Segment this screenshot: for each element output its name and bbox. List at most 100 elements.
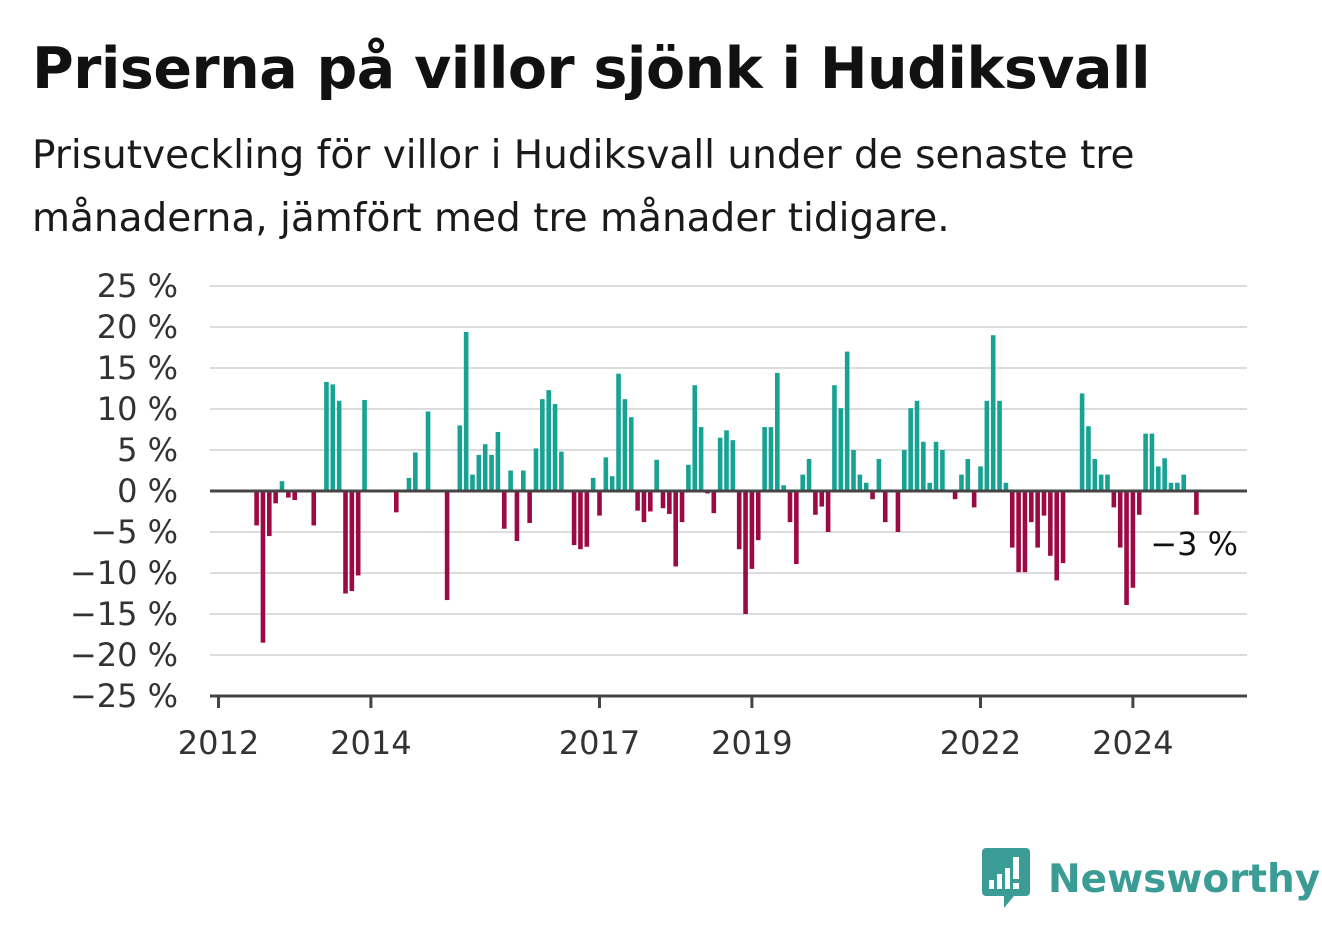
bar-chart: 25 %20 %15 %10 %5 %0 %−5 %−10 %−15 %−20 … bbox=[70, 267, 1247, 762]
bar bbox=[425, 411, 431, 491]
last-value-label: −3 % bbox=[1150, 525, 1238, 563]
x-tick-label: 2014 bbox=[330, 724, 411, 762]
bar bbox=[863, 482, 869, 491]
bar bbox=[743, 491, 748, 614]
bar bbox=[1162, 458, 1167, 491]
bar bbox=[882, 491, 888, 523]
bar bbox=[1156, 466, 1161, 491]
bar bbox=[1194, 491, 1199, 515]
bar bbox=[1130, 491, 1136, 588]
bar bbox=[908, 408, 913, 491]
bar bbox=[1009, 491, 1015, 548]
y-tick-label: 20 % bbox=[97, 308, 178, 346]
bar bbox=[546, 390, 551, 491]
bar bbox=[1060, 491, 1066, 564]
bar bbox=[876, 459, 882, 491]
y-tick-label: −10 % bbox=[70, 554, 178, 592]
bar bbox=[724, 430, 729, 491]
y-tick-label: −20 % bbox=[70, 636, 178, 674]
bar bbox=[571, 491, 577, 546]
bar bbox=[533, 448, 539, 491]
bar bbox=[971, 491, 977, 508]
bar bbox=[273, 491, 278, 504]
y-tick-label: −25 % bbox=[70, 677, 178, 715]
bar bbox=[940, 450, 945, 491]
bar bbox=[1041, 491, 1047, 516]
bar bbox=[362, 399, 367, 491]
bar bbox=[641, 491, 647, 523]
bar bbox=[1117, 491, 1123, 548]
bar bbox=[311, 491, 317, 526]
bar bbox=[597, 491, 602, 516]
bar bbox=[851, 450, 856, 491]
y-tick-label: −15 % bbox=[70, 595, 178, 633]
bar bbox=[413, 452, 418, 491]
y-tick-label: 10 % bbox=[97, 390, 178, 428]
bar bbox=[324, 381, 329, 491]
x-tick-label: 2017 bbox=[559, 724, 640, 762]
bar bbox=[476, 454, 482, 491]
bar bbox=[330, 384, 336, 491]
bar bbox=[457, 425, 463, 491]
bar bbox=[692, 385, 698, 491]
bar bbox=[489, 454, 494, 491]
axes bbox=[210, 489, 1247, 708]
bar bbox=[1054, 491, 1059, 581]
bar bbox=[267, 491, 272, 537]
bar bbox=[781, 485, 786, 491]
bar bbox=[717, 437, 723, 491]
bar bbox=[286, 491, 291, 498]
bar bbox=[997, 400, 1002, 491]
bar bbox=[825, 491, 831, 532]
bar bbox=[902, 450, 907, 491]
bar bbox=[635, 491, 640, 511]
chart-title: Priserna på villor sjönk i Hudiksvall bbox=[32, 36, 1151, 102]
bar bbox=[444, 491, 450, 601]
bar bbox=[609, 476, 615, 491]
bar bbox=[508, 470, 513, 491]
bar bbox=[1181, 474, 1186, 491]
bar bbox=[355, 491, 361, 576]
bar bbox=[667, 491, 672, 514]
bar bbox=[648, 491, 653, 512]
bar bbox=[762, 427, 767, 491]
bar bbox=[965, 459, 971, 491]
bar bbox=[775, 372, 780, 491]
bar bbox=[514, 491, 520, 542]
bar bbox=[959, 474, 964, 491]
bar bbox=[857, 474, 863, 491]
bar bbox=[260, 491, 266, 643]
bar bbox=[1035, 491, 1040, 548]
bar bbox=[336, 400, 342, 491]
tick-labels: 25 %20 %15 %10 %5 %0 %−5 %−10 %−15 %−20 … bbox=[70, 267, 1238, 762]
bar bbox=[736, 491, 742, 550]
bar bbox=[800, 474, 805, 491]
bar bbox=[603, 457, 609, 491]
bar bbox=[673, 491, 678, 567]
bar bbox=[990, 335, 996, 491]
bar bbox=[806, 459, 812, 491]
bar bbox=[1143, 433, 1148, 491]
bar bbox=[1092, 459, 1098, 491]
bar bbox=[292, 491, 297, 501]
bar bbox=[1168, 482, 1174, 491]
bar bbox=[730, 440, 736, 491]
bar bbox=[1022, 491, 1028, 573]
bar bbox=[768, 427, 774, 491]
bar bbox=[952, 491, 958, 500]
bar bbox=[813, 491, 818, 515]
bar bbox=[844, 351, 850, 491]
bar bbox=[394, 491, 399, 513]
bar bbox=[1124, 491, 1129, 605]
bar bbox=[495, 431, 501, 491]
bar bbox=[279, 481, 285, 491]
bar bbox=[711, 491, 717, 514]
bar bbox=[927, 482, 932, 491]
y-tick-label: 0 % bbox=[117, 472, 178, 510]
bar bbox=[698, 427, 704, 491]
bar bbox=[527, 491, 532, 523]
bar bbox=[832, 385, 837, 491]
bar bbox=[978, 466, 983, 491]
bar bbox=[933, 441, 939, 491]
bar bbox=[686, 464, 691, 491]
